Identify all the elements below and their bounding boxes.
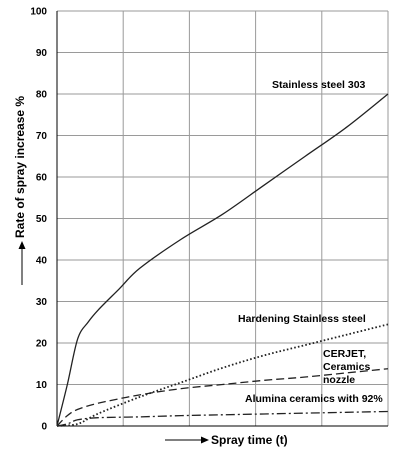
y-tick-label: 60 <box>36 173 48 184</box>
y-tick-label: 80 <box>36 90 48 101</box>
y-tick-label: 10 <box>36 380 48 391</box>
series-label-cerjet-line2: Ceramics <box>323 361 370 373</box>
y-tick-label: 50 <box>36 214 48 225</box>
series-line-alumina-ceramics-with-92 <box>56 410 389 427</box>
y-tick-label: 40 <box>36 256 48 267</box>
series-label-stainless-steel-303: Stainless steel 303 <box>272 79 366 91</box>
y-tick-label: 0 <box>41 422 47 433</box>
series-line-cerjet-ceramics-nozzle <box>56 368 389 427</box>
y-tick-label: 30 <box>36 297 48 308</box>
series-label-alumina-ceramics: Alumina ceramics with 92% <box>245 393 383 405</box>
y-tick-label: 20 <box>36 339 48 350</box>
y-tick-label: 70 <box>36 131 48 142</box>
series-layer <box>56 93 389 427</box>
x-axis-label: Spray time (t) <box>211 433 288 447</box>
y-tick-label: 100 <box>30 7 47 18</box>
series-label-hardening-stainless-steel: Hardening Stainless steel <box>238 313 366 325</box>
grid-layer <box>56 10 389 427</box>
series-label-cerjet-line1: CERJET, <box>323 348 366 360</box>
series-line-stainless-steel-303 <box>56 93 389 427</box>
y-tick-labels: 0 10 20 30 40 50 60 70 80 90 100 <box>30 7 47 433</box>
series-line-hardening-stainless-steel <box>56 323 389 427</box>
y-tick-label: 90 <box>36 48 48 59</box>
series-label-cerjet-line3: nozzle <box>323 374 355 386</box>
y-axis-arrow-head <box>18 241 26 249</box>
x-axis-arrow-head <box>201 436 209 444</box>
y-axis-label: Rate of spray increase % <box>13 96 27 238</box>
